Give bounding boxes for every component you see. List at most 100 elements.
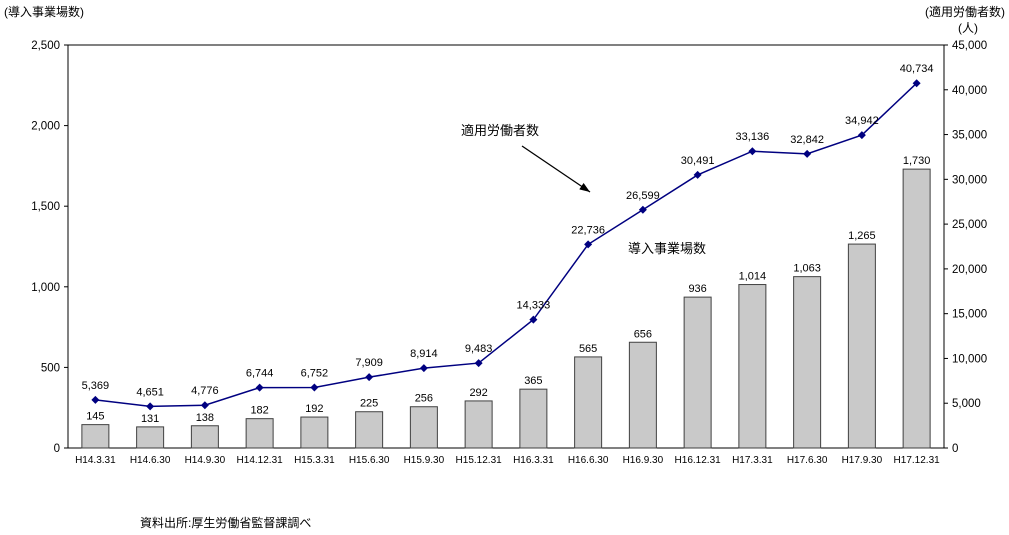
line-marker	[200, 401, 209, 410]
right-tick-label: 20,000	[952, 264, 987, 276]
x-tick-label: H15.12.31	[456, 455, 503, 466]
bar-value-label: 256	[415, 393, 433, 405]
bar	[136, 426, 165, 449]
line-value-label: 4,651	[136, 386, 164, 398]
left-tick-label: 2,000	[31, 121, 60, 133]
right-tick-label: 45,000	[952, 40, 987, 52]
chart-canvas: 0 500 1,000 1,500 2,000 2,500 0 5,000 10,000 15,0…	[4, 4, 1005, 466]
bar-value-label: 1,063	[793, 263, 821, 275]
right-tick-label: 0	[952, 443, 958, 455]
line-marker	[912, 79, 921, 88]
bar	[628, 341, 657, 449]
line-marker	[803, 149, 812, 158]
line-marker	[91, 395, 100, 404]
bar-value-label: 292	[469, 387, 487, 399]
right-tick-label: 10,000	[952, 353, 987, 365]
x-tick-label: H17.9.30	[842, 455, 883, 466]
bar-value-label: 145	[86, 411, 104, 423]
x-tick-label: H16.6.30	[568, 455, 609, 466]
left-tick-label: 0	[54, 443, 60, 455]
right-tick-label: 40,000	[952, 85, 987, 97]
line-marker	[529, 315, 538, 324]
bar	[683, 296, 712, 449]
bar	[81, 424, 110, 449]
bar	[519, 388, 548, 449]
line-marker	[857, 131, 866, 140]
left-tick-label: 2,500	[31, 40, 60, 52]
bar	[355, 411, 384, 449]
right-axis-unit: (人)	[958, 21, 978, 35]
bar-value-label: 225	[360, 398, 378, 410]
x-tick-label: H16.3.31	[513, 455, 554, 466]
annotation-bar-series: 導入事業場数	[628, 241, 706, 256]
line-value-label: 26,599	[626, 190, 660, 202]
right-tick-label: 5,000	[952, 398, 981, 410]
annotation-line-series: 適用労働者数	[461, 123, 539, 138]
line-value-label: 6,744	[246, 368, 274, 380]
bar	[190, 425, 219, 449]
bar	[793, 276, 822, 449]
bar-value-label: 1,730	[903, 155, 931, 167]
bar-value-label: 1,014	[739, 271, 767, 283]
left-tick-label: 1,500	[31, 201, 60, 213]
bar-value-label: 182	[250, 405, 268, 417]
x-tick-label: H16.9.30	[623, 455, 664, 466]
bar	[409, 406, 438, 449]
bar-value-label: 936	[688, 283, 706, 295]
line-value-label: 32,842	[790, 134, 824, 146]
line-series	[95, 82, 918, 408]
x-tick-label: H14.12.31	[237, 455, 284, 466]
line-marker	[146, 402, 155, 411]
x-tick-label: H16.12.31	[675, 455, 722, 466]
x-tick-label: H15.3.31	[294, 455, 335, 466]
bar-value-label: 656	[634, 328, 652, 340]
x-tick-label: H15.6.30	[349, 455, 390, 466]
line-value-label: 30,491	[681, 155, 715, 167]
line-value-label: 4,776	[191, 385, 219, 397]
line-value-label: 9,483	[465, 343, 493, 355]
x-tick-label: H17.6.30	[787, 455, 828, 466]
right-tick-label: 35,000	[952, 130, 987, 142]
line-marker	[310, 383, 319, 392]
x-tick-label: H17.3.31	[732, 455, 773, 466]
line-marker	[419, 364, 428, 373]
plot-area: 0 500 1,000 1,500 2,000 2,500 0 5,000 10,000 15,0…	[4, 4, 1005, 466]
bar-value-label: 565	[579, 343, 597, 355]
line-value-label: 7,909	[355, 357, 383, 369]
x-tick-label: H14.6.30	[130, 455, 171, 466]
bar-value-label: 138	[196, 412, 214, 424]
line-marker	[638, 205, 647, 214]
x-tick-label: H14.3.31	[75, 455, 116, 466]
left-axis-title: (導入事業場数)	[4, 4, 84, 19]
line-value-label: 33,136	[736, 131, 770, 143]
bar	[300, 416, 329, 449]
x-tick-label: H14.9.30	[185, 455, 226, 466]
source-note: 資料出所:厚生労働省監督課調べ (注)適用事業場数及び適用労働者については、企画…	[140, 483, 747, 535]
bar-value-label: 365	[524, 375, 542, 387]
line-value-label: 22,736	[571, 224, 605, 236]
line-value-label: 6,752	[301, 368, 329, 380]
line-marker	[255, 383, 264, 392]
right-axis-title: (適用労働者数)	[925, 4, 1005, 19]
line-value-label: 34,942	[845, 115, 879, 127]
right-tick-label: 25,000	[952, 219, 987, 231]
line-marker	[474, 359, 483, 368]
bar-value-label: 192	[305, 403, 323, 415]
right-tick-label: 15,000	[952, 309, 987, 321]
x-tick-label: H15.9.30	[404, 455, 445, 466]
bar	[847, 243, 876, 449]
line-marker	[365, 373, 374, 382]
line-value-label: 14,333	[517, 300, 551, 312]
bar-value-label: 1,265	[848, 230, 876, 242]
annotation-arrow	[521, 145, 591, 193]
source-line: 資料出所:厚生労働省監督課調べ	[140, 516, 312, 530]
bar	[464, 400, 493, 449]
line-marker	[584, 240, 593, 249]
bar	[574, 356, 603, 449]
left-tick-label: 1,000	[31, 282, 60, 294]
bar-value-label: 131	[141, 413, 159, 425]
left-tick-label: 500	[41, 362, 60, 374]
line-value-label: 8,914	[410, 348, 438, 360]
line-marker	[693, 170, 702, 179]
